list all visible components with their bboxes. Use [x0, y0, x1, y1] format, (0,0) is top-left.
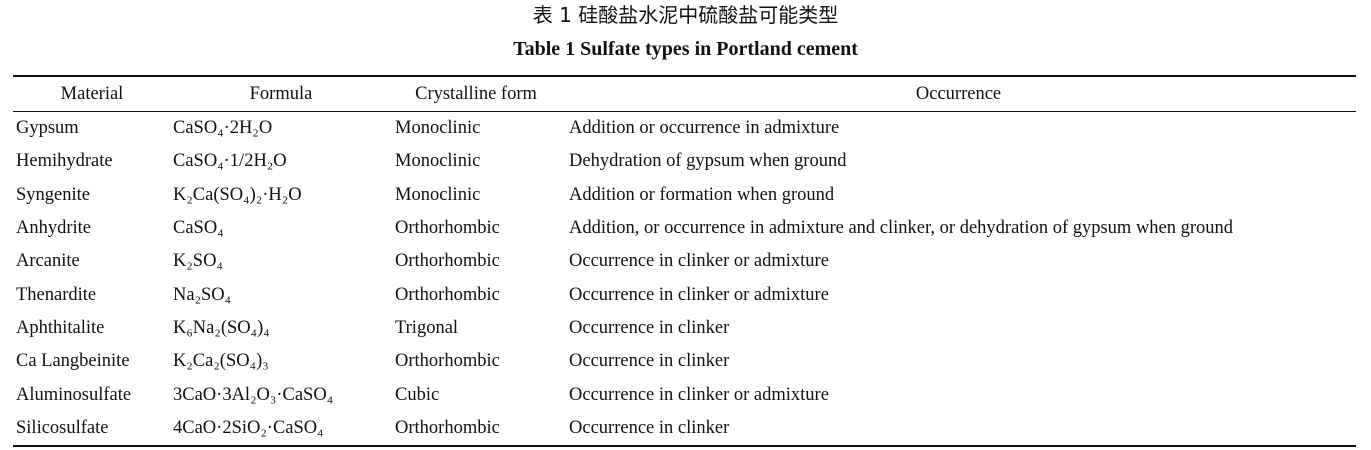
column-header-crystalline-form: Crystalline form [391, 75, 561, 112]
formula-cell: K₆Na₂(SO₄)₄ [173, 317, 270, 338]
formula-cell: Na₂SO₄ [173, 284, 232, 305]
formula-cell: CaSO₄·2H₂O [173, 118, 273, 139]
crystalline-form-cell: Monoclinic [395, 184, 481, 205]
formula-cell: K₂Ca₂(SO₄)₃ [173, 351, 269, 372]
occurrence-cell: Addition or formation when ground [569, 184, 835, 205]
table-row: Gypsum CaSO₄·2H₂O Monoclinic Addition or oc… [13, 112, 1356, 146]
crystalline-form-cell: Orthorhombic [395, 284, 500, 305]
crystalline-form-cell: Cubic [395, 384, 440, 405]
material-cell: Anhydrite [16, 218, 92, 239]
table-row: Silicosulfate 4CaO·2SiO₂·CaSO₄ Orthorhombi… [13, 411, 1356, 447]
table-body: Gypsum CaSO₄·2H₂O Monoclinic Addition or oc… [13, 112, 1356, 447]
sulfate-types-table: Material Formula Crystalline form Occurr… [13, 75, 1356, 447]
crystalline-form-cell: Monoclinic [395, 118, 481, 139]
formula-cell: CaSO₄ [173, 218, 224, 239]
table-row: Anhydrite CaSO₄ Orthorhombic Addition, or o… [13, 212, 1356, 245]
crystalline-form-cell: Trigonal [395, 317, 459, 338]
table-title-english: Table 1 Sulfate types in Portland cement [513, 38, 858, 60]
crystalline-form-cell: Orthorhombic [395, 251, 500, 272]
column-header-occurrence: Occurrence [561, 75, 1356, 112]
material-cell: Aluminosulfate [16, 384, 132, 405]
occurrence-cell: Occurrence in clinker or admixture [569, 251, 829, 272]
formula-cell: 3CaO·3Al₂O₃·CaSO₄ [173, 384, 334, 405]
table-row: Aphthitalite K₆Na₂(SO₄)₄ Trigonal Occurrenc… [13, 312, 1356, 345]
crystalline-form-cell: Orthorhombic [391, 411, 561, 447]
material-cell: Syngenite [16, 184, 90, 205]
material-cell: Thenardite [16, 284, 97, 305]
occurrence-cell: Occurrence in clinker [569, 317, 730, 338]
table-row: Ca Langbeinite K₂Ca₂(SO₄)₃ Orthorhombic Occ… [13, 345, 1356, 378]
occurrence-cell: Occurrence in clinker or admixture [569, 284, 829, 305]
occurrence-cell: Occurrence in clinker [561, 411, 1356, 447]
material-cell: Ca Langbeinite [16, 351, 130, 372]
occurrence-cell: Addition or occurrence in admixture [569, 118, 840, 139]
formula-cell: 4CaO·2SiO₂·CaSO₄ [171, 411, 391, 447]
occurrence-cell: Dehydration of gypsum when ground [569, 151, 847, 172]
material-cell: Silicosulfate [13, 411, 171, 447]
table-title-chinese: 表 1 硅酸盐水泥中硫酸盐可能类型 [532, 3, 839, 27]
formula-cell: K₂Ca(SO₄)₂·H₂O [173, 184, 302, 205]
table-row: Aluminosulfate 3CaO·3Al₂O₃·CaSO₄ Cubic Occu… [13, 378, 1356, 411]
crystalline-form-cell: Monoclinic [395, 151, 481, 172]
formula-cell: CaSO₄·1/2H₂O [173, 151, 287, 172]
occurrence-cell: Occurrence in clinker [569, 351, 730, 372]
table-row: Syngenite K₂Ca(SO₄)₂·H₂O Monoclinic Additio… [13, 179, 1356, 212]
table-row: Hemihydrate CaSO₄·1/2H₂O Monoclinic Dehydra… [13, 145, 1356, 178]
formula-cell: K₂SO₄ [173, 251, 223, 272]
crystalline-form-cell: Orthorhombic [395, 218, 500, 239]
sulfate-table-container: Material Formula Crystalline form Occurr… [13, 75, 1356, 447]
material-cell: Arcanite [16, 251, 80, 272]
table-header-row: Material Formula Crystalline form Occurr… [13, 75, 1356, 112]
column-header-formula: Formula [171, 75, 391, 112]
crystalline-form-cell: Orthorhombic [395, 351, 500, 372]
table-row: Arcanite K₂SO₄ Orthorhombic Occurrence in c… [13, 245, 1356, 278]
occurrence-cell: Occurrence in clinker or admixture [569, 384, 829, 405]
material-cell: Gypsum [16, 118, 79, 139]
table-row: Thenardite Na₂SO₄ Orthorhombic Occurrence i… [13, 278, 1356, 311]
material-cell: Hemihydrate [16, 151, 113, 172]
material-cell: Aphthitalite [16, 317, 105, 338]
occurrence-cell: Addition, or occurrence in admixture and… [569, 218, 1234, 239]
column-header-material: Material [13, 75, 171, 112]
